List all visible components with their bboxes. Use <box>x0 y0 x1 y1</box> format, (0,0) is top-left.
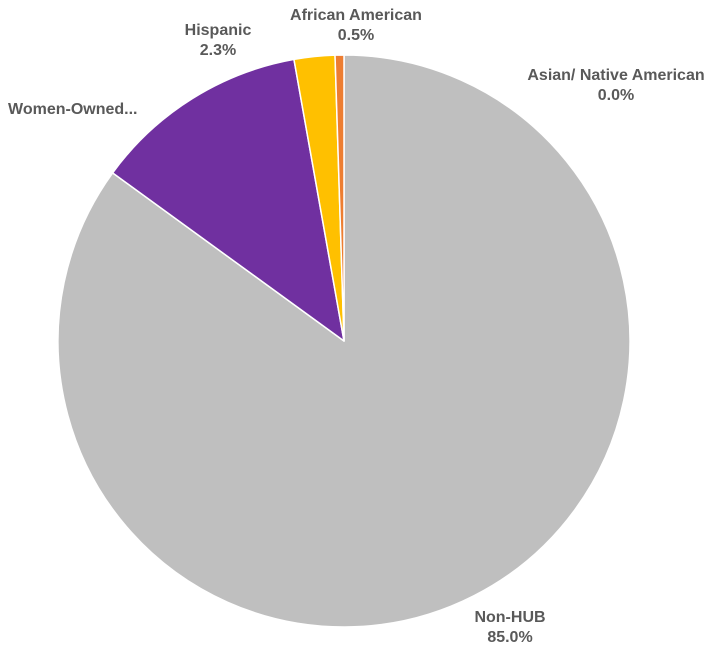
label-african-american: African American 0.5% <box>276 6 436 46</box>
label-asian-native-american-value: 0.0% <box>597 87 635 104</box>
label-non-hub-value: 85.0% <box>487 629 533 646</box>
label-non-hub-name: Non-HUB <box>474 609 546 626</box>
pie-slice-women-owned <box>111 58 345 342</box>
label-hispanic-value: 2.3% <box>199 42 237 59</box>
label-hispanic: Hispanic 2.3% <box>168 21 268 61</box>
label-african-american-value: 0.5% <box>337 27 375 44</box>
label-asian-native-american: Asian/ Native American 0.0% <box>506 66 719 106</box>
label-hispanic-name: Hispanic <box>184 22 252 39</box>
pie-slice-african-american <box>334 54 345 342</box>
label-african-american-name: African American <box>290 7 422 24</box>
label-women-owned-name: Women-Owned... <box>8 101 138 118</box>
label-women-owned: Women-Owned... <box>8 100 168 120</box>
label-non-hub: Non-HUB 85.0% <box>455 608 565 648</box>
label-asian-native-american-name: Asian/ Native American <box>527 67 705 84</box>
